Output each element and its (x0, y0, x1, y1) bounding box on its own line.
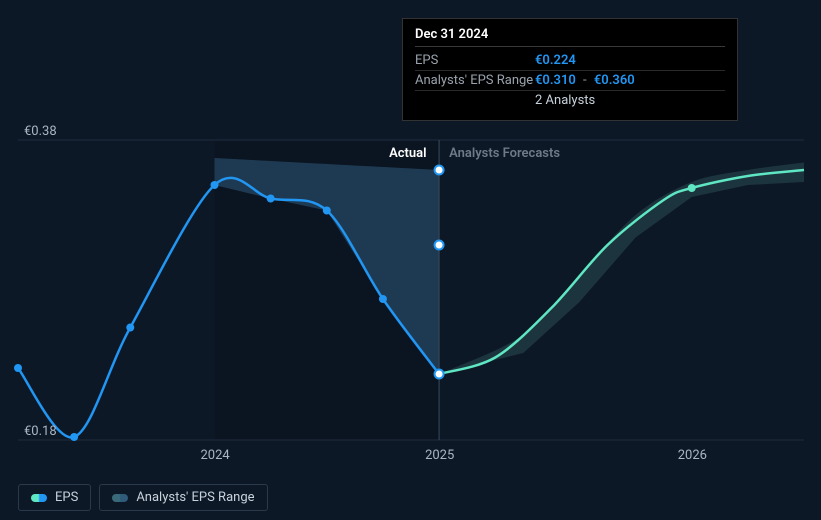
eps-point[interactable] (126, 324, 134, 332)
tooltip-row: EPS€0.224 (415, 51, 725, 71)
y-tick-label: €0.38 (24, 124, 57, 139)
eps-point[interactable] (211, 181, 219, 189)
section-label-actual: Actual (389, 146, 426, 161)
x-tick-label: 2026 (678, 448, 707, 463)
x-tick-label: 2024 (201, 448, 230, 463)
y-tick-label: €0.18 (24, 424, 57, 439)
eps-point[interactable] (70, 433, 78, 441)
now-marker[interactable] (435, 370, 444, 379)
forecast-range-area (439, 163, 804, 375)
now-marker[interactable] (435, 166, 444, 175)
legend-item[interactable]: Analysts' EPS Range (99, 484, 267, 511)
forecast-point[interactable] (688, 184, 696, 192)
legend-swatch (31, 494, 47, 502)
section-label-forecast: Analysts Forecasts (449, 146, 560, 161)
now-marker[interactable] (435, 241, 444, 250)
chart-legend: EPS Analysts' EPS Range (18, 484, 268, 511)
legend-swatch (112, 494, 128, 502)
legend-label: Analysts' EPS Range (136, 490, 254, 505)
chart-tooltip: Dec 31 2024 EPS€0.224Analysts' EPS Range… (402, 18, 738, 121)
legend-label: EPS (55, 490, 78, 505)
forecast-line (439, 170, 804, 374)
eps-point[interactable] (379, 295, 387, 303)
tooltip-date: Dec 31 2024 (415, 27, 725, 47)
eps-point[interactable] (267, 195, 275, 203)
eps-point[interactable] (323, 207, 331, 215)
eps-point[interactable] (14, 364, 22, 372)
x-tick-label: 2025 (425, 448, 454, 463)
tooltip-row: Analysts' EPS Range€0.310 - €0.360 (415, 71, 725, 91)
tooltip-row: 2 Analysts (415, 91, 725, 110)
legend-item[interactable]: EPS (18, 484, 91, 511)
